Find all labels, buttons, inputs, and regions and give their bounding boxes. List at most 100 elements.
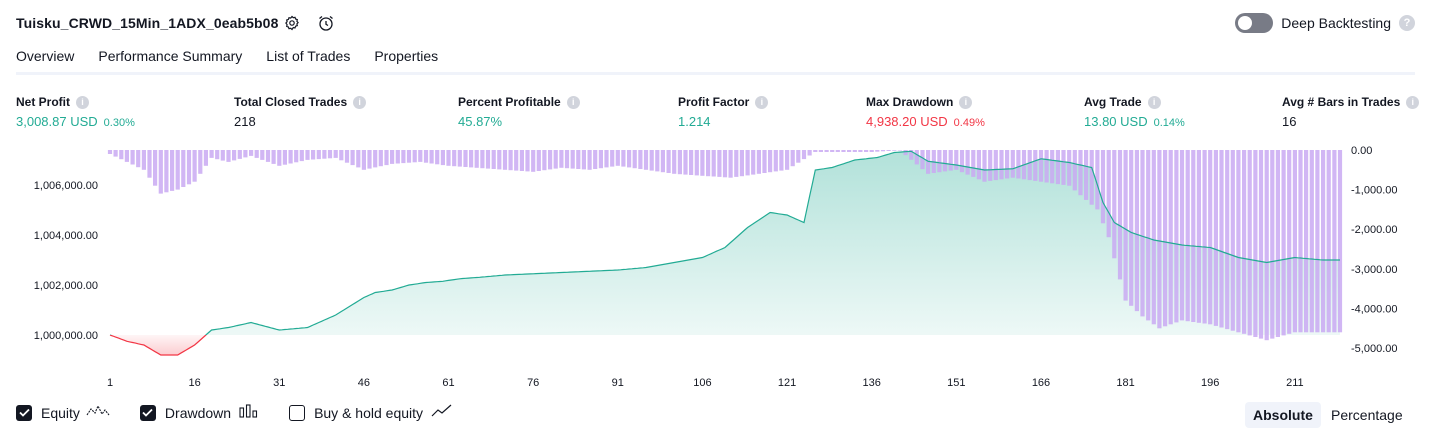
drawdown-bar <box>164 150 169 193</box>
drawdown-bar <box>1315 150 1320 333</box>
drawdown-bar <box>1168 150 1173 325</box>
drawdown-bar <box>311 150 316 160</box>
equity-drawdown-chart[interactable]: 1,000,000.00 1,002,000.00 1,004,000.00 1,00… <box>0 140 1431 390</box>
drawdown-bar <box>1123 150 1128 301</box>
drawdown-bar <box>700 150 705 176</box>
drawdown-bar <box>875 150 880 152</box>
metric-label: Avg # Bars in Trades <box>1282 95 1401 109</box>
metric-value: 1.214 <box>678 114 711 129</box>
drawdown-bar <box>181 150 186 187</box>
drawdown-bar <box>790 150 795 167</box>
drawdown-bar <box>694 150 699 176</box>
drawdown-bar <box>192 150 197 182</box>
metric-net-profit: Net Profit i 3,008.87 USD 0.30% <box>16 94 135 129</box>
info-icon[interactable]: i <box>755 95 769 109</box>
x-tick-label: 166 <box>1032 377 1050 389</box>
drawdown-bar <box>1163 150 1168 327</box>
legend-equity-label: Equity <box>41 404 80 421</box>
tab-overview[interactable]: Overview <box>16 48 75 75</box>
tab-properties[interactable]: Properties <box>374 48 439 64</box>
drawdown-bar <box>779 150 784 171</box>
drawdown-bar <box>976 150 981 180</box>
drawdown-bar <box>305 150 310 160</box>
drawdown-bar <box>1332 150 1337 333</box>
drawdown-bar <box>141 150 146 170</box>
drawdown-bar <box>847 150 852 152</box>
x-tick-label: 121 <box>778 377 796 389</box>
drawdown-bar <box>452 150 457 167</box>
info-icon[interactable]: i <box>959 95 973 109</box>
metric-label: Max Drawdown <box>866 95 954 109</box>
drawdown-bar <box>446 150 451 166</box>
tab-list-of-trades[interactable]: List of Trades <box>266 48 351 64</box>
drawdown-bar <box>621 150 626 167</box>
drawdown-bar <box>237 150 242 159</box>
drawdown-bar <box>1010 150 1015 178</box>
info-icon[interactable]: i <box>1147 95 1161 109</box>
info-icon[interactable]: i <box>76 95 89 109</box>
info-icon[interactable]: i <box>353 95 367 109</box>
drawdown-bar <box>1337 150 1343 333</box>
drawdown-bar <box>880 150 886 152</box>
drawdown-bar <box>914 150 919 165</box>
metric-percent: 0.49% <box>953 117 985 129</box>
drawdown-bar <box>858 150 863 152</box>
drawdown-bar <box>598 150 603 169</box>
drawdown-bar <box>1292 150 1297 333</box>
drawdown-bar <box>277 150 282 166</box>
equity-checkbox[interactable] <box>16 404 32 421</box>
drawdown-bar <box>1112 150 1117 259</box>
percentage-button[interactable]: Percentage <box>1331 407 1403 423</box>
legend-drawdown-label: Drawdown <box>164 404 232 421</box>
gear-icon[interactable] <box>283 14 301 32</box>
legend-drawdown[interactable]: Drawdown <box>139 404 259 421</box>
drawdown-bar <box>762 150 767 173</box>
drawdown-bar <box>1191 150 1196 322</box>
help-icon[interactable]: ? <box>1399 15 1415 31</box>
y-right-tick-label: -1,000.00 <box>1351 185 1397 197</box>
buy-hold-checkbox[interactable] <box>289 404 306 421</box>
y-left-tick-label: 1,000,000.00 <box>34 330 98 342</box>
metric-percent: 0.30% <box>103 117 135 129</box>
drawdown-checkbox[interactable] <box>139 404 156 421</box>
drawdown-bar <box>942 150 948 172</box>
absolute-button[interactable]: Absolute <box>1245 402 1321 428</box>
drawdown-bar <box>564 150 570 169</box>
trend-line-icon <box>431 404 453 421</box>
info-icon[interactable]: i <box>566 95 580 109</box>
metric-label: Net Profit <box>16 95 70 109</box>
x-tick-label: 136 <box>863 377 881 389</box>
drawdown-bar <box>1219 150 1224 328</box>
y-left-tick-label: 1,006,000.00 <box>34 180 98 192</box>
drawdown-bar <box>198 150 203 174</box>
metric-label: Percent Profitable <box>458 95 561 109</box>
drawdown-bar <box>1050 150 1055 184</box>
alarm-clock-add-icon[interactable] <box>317 14 335 32</box>
drawdown-bar <box>581 150 586 170</box>
drawdown-bar <box>660 150 665 173</box>
drawdown-bar <box>959 150 965 173</box>
y-right-tick-label: -2,000.00 <box>1351 224 1397 236</box>
drawdown-bar <box>1281 150 1286 336</box>
metric-avg-trade: Avg Trade i 13.80 USD 0.14% <box>1084 94 1185 129</box>
drawdown-bar <box>1326 150 1331 333</box>
legend-equity[interactable]: Equity <box>16 404 110 421</box>
drawdown-bar <box>864 150 869 152</box>
metric-percent-profitable: Percent Profitable i 45.87% <box>458 94 580 129</box>
legend-buy-hold[interactable]: Buy & hold equity <box>289 404 453 421</box>
drawdown-bar <box>435 150 440 165</box>
drawdown-bar <box>1225 150 1230 330</box>
drawdown-bar <box>689 150 694 175</box>
drawdown-bar <box>773 150 778 172</box>
drawdown-bar <box>1061 150 1066 185</box>
drawdown-bar <box>1196 150 1201 323</box>
drawdown-bar <box>175 150 180 190</box>
drawdown-bar <box>835 150 840 152</box>
drawdown-bar <box>948 150 953 171</box>
drawdown-bar <box>886 150 891 151</box>
deep-backtesting-toggle[interactable] <box>1235 13 1274 33</box>
tab-performance-summary[interactable]: Performance Summary <box>98 48 243 64</box>
info-icon[interactable]: i <box>1406 95 1420 109</box>
drawdown-bar <box>395 150 400 164</box>
drawdown-bar <box>756 150 761 174</box>
